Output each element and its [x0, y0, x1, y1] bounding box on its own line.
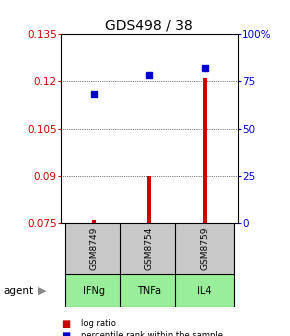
- Bar: [147, 176, 151, 223]
- Bar: [203, 78, 206, 223]
- Text: GSM8749: GSM8749: [90, 227, 99, 270]
- Text: IL4: IL4: [197, 286, 212, 296]
- Text: GSM8759: GSM8759: [200, 227, 209, 270]
- Text: ▶: ▶: [38, 286, 46, 296]
- Title: GDS498 / 38: GDS498 / 38: [106, 18, 193, 33]
- Bar: [120, 274, 179, 307]
- Bar: [175, 223, 234, 274]
- Bar: [120, 223, 179, 274]
- Text: log ratio: log ratio: [81, 319, 116, 328]
- Text: ■: ■: [61, 331, 70, 336]
- Bar: [175, 274, 234, 307]
- Bar: [65, 274, 124, 307]
- Text: GSM8754: GSM8754: [145, 227, 154, 270]
- Bar: [92, 220, 96, 223]
- Text: percentile rank within the sample: percentile rank within the sample: [81, 331, 223, 336]
- Text: agent: agent: [3, 286, 33, 296]
- Text: ■: ■: [61, 319, 70, 329]
- Bar: [65, 223, 124, 274]
- Text: IFNg: IFNg: [83, 286, 105, 296]
- Text: TNFa: TNFa: [137, 286, 161, 296]
